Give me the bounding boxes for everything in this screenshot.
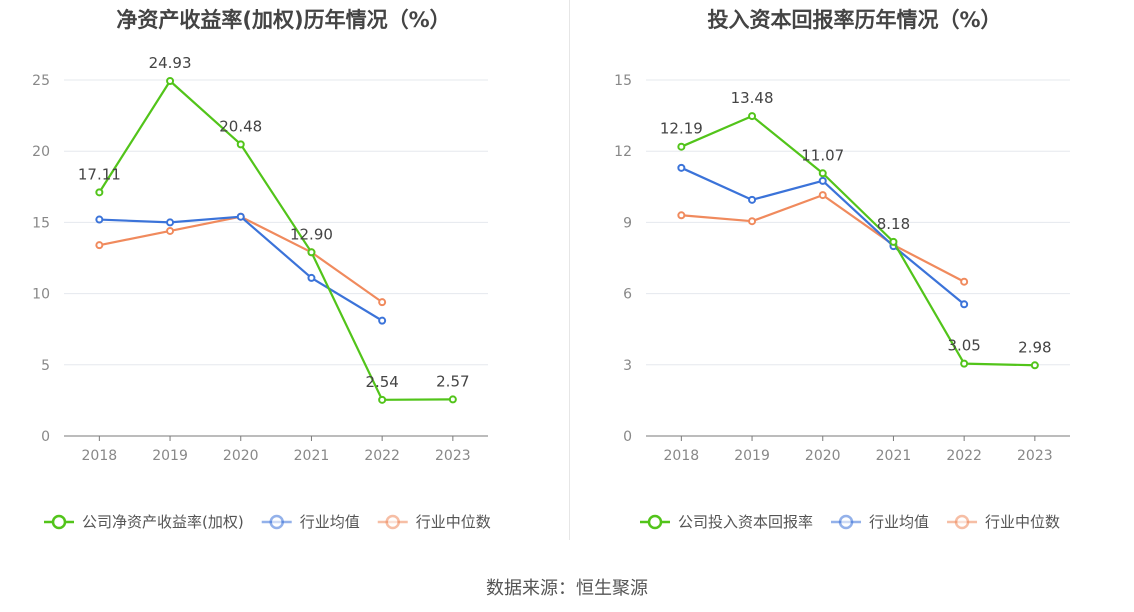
x-tick-label: 2021 bbox=[294, 448, 330, 464]
data-point bbox=[95, 188, 104, 197]
roic-line-chart: 0 3 6 9 12 15 2018 2019 2020 2021 2022 2023 12.19 13.… bbox=[614, 73, 1070, 531]
y-tick-label: 10 bbox=[32, 287, 50, 303]
data-label: 12.90 bbox=[290, 225, 333, 243]
y-tick-label: 6 bbox=[623, 287, 632, 303]
data-point bbox=[748, 195, 757, 204]
x-tick-label: 2022 bbox=[364, 448, 400, 464]
y-tick-label: 5 bbox=[41, 358, 50, 374]
legend-marker bbox=[385, 514, 400, 530]
x-tick-label: 2018 bbox=[82, 448, 118, 464]
data-point bbox=[378, 316, 387, 325]
data-point bbox=[166, 76, 175, 85]
legend-item: 行业中位数 bbox=[947, 513, 1060, 531]
y-tick-label: 3 bbox=[623, 358, 632, 374]
legend-item: 行业均值 bbox=[261, 513, 360, 531]
legend-marker bbox=[647, 514, 663, 530]
legend-item: 行业均值 bbox=[831, 513, 929, 531]
x-tick-label: 2019 bbox=[734, 448, 770, 464]
data-label: 2.57 bbox=[436, 372, 469, 390]
chart-title: 投入资本回报率历年情况（%） bbox=[707, 8, 1002, 32]
x-tick-label: 2021 bbox=[876, 448, 912, 464]
data-label: 2.54 bbox=[365, 373, 398, 391]
data-point bbox=[818, 191, 827, 200]
legend-marker bbox=[838, 514, 854, 530]
y-tick-label: 15 bbox=[32, 215, 50, 231]
data-label: 12.19 bbox=[660, 120, 703, 138]
data-point bbox=[960, 359, 969, 368]
data-point bbox=[378, 395, 387, 404]
data-point bbox=[166, 218, 175, 227]
data-point bbox=[677, 163, 686, 172]
x-tick-label: 2020 bbox=[805, 448, 841, 464]
series-line bbox=[99, 215, 383, 322]
roic-chart-panel: 投入资本回报率历年情况（%） 0 3 6 9 12 15 2018 2019 2020 2021 2… bbox=[575, 0, 1134, 545]
data-label: 20.48 bbox=[219, 117, 262, 135]
panel-divider bbox=[569, 0, 570, 540]
data-label: 3.05 bbox=[947, 337, 980, 355]
legend-item: 行业中位数 bbox=[377, 513, 491, 531]
legend-label: 行业中位数 bbox=[985, 513, 1060, 531]
roe-line-chart: 0 5 10 15 20 25 2018 2019 2020 2021 2022 2023 17.11 2… bbox=[32, 54, 491, 531]
x-tick-label: 2019 bbox=[152, 448, 188, 464]
data-point bbox=[236, 212, 245, 221]
y-tick-label: 9 bbox=[623, 215, 632, 231]
source-name: 恒生聚源 bbox=[576, 578, 648, 599]
legend-marker bbox=[51, 514, 67, 530]
data-point bbox=[307, 248, 316, 257]
legend-label: 公司净资产收益率(加权) bbox=[82, 513, 244, 531]
legend-item: 公司净资产收益率(加权) bbox=[44, 513, 244, 531]
series-line bbox=[98, 79, 453, 401]
legend-item: 公司投入资本回报率 bbox=[640, 513, 813, 531]
data-point bbox=[677, 211, 686, 220]
data-point bbox=[95, 241, 104, 250]
y-tick-label: 12 bbox=[614, 144, 632, 160]
data-point bbox=[95, 215, 104, 224]
legend-label: 行业均值 bbox=[300, 513, 360, 531]
legend-marker bbox=[269, 514, 284, 530]
data-point bbox=[1030, 361, 1039, 370]
data-point bbox=[960, 277, 969, 286]
y-tick-label: 0 bbox=[623, 429, 632, 445]
data-point bbox=[818, 169, 827, 178]
x-tick-label: 2018 bbox=[664, 448, 700, 464]
legend-marker bbox=[954, 514, 970, 530]
chart-title: 净资产收益率(加权)历年情况（%） bbox=[116, 8, 451, 32]
source-note: 数据来源：恒生聚源 bbox=[0, 574, 1134, 600]
legend-label: 公司投入资本回报率 bbox=[678, 513, 813, 531]
data-label: 2.98 bbox=[1018, 338, 1051, 356]
legend-label: 行业均值 bbox=[869, 513, 929, 531]
x-tick-label: 2022 bbox=[946, 448, 982, 464]
series-line bbox=[680, 166, 965, 306]
legend-label: 行业中位数 bbox=[416, 513, 491, 531]
x-tick-label: 2020 bbox=[223, 448, 259, 464]
data-point bbox=[677, 142, 686, 151]
data-label: 11.07 bbox=[801, 146, 844, 164]
data-point bbox=[960, 300, 969, 309]
data-point bbox=[748, 112, 757, 121]
data-point bbox=[378, 298, 387, 307]
x-tick-label: 2023 bbox=[435, 448, 471, 464]
data-point bbox=[166, 226, 175, 235]
data-point bbox=[818, 176, 827, 185]
data-point bbox=[448, 395, 457, 404]
data-label: 13.48 bbox=[731, 89, 774, 107]
x-tick-label: 2023 bbox=[1017, 448, 1053, 464]
data-label: 24.93 bbox=[149, 54, 192, 72]
series-line bbox=[99, 215, 383, 304]
data-point bbox=[889, 237, 898, 246]
data-label: 8.18 bbox=[877, 215, 910, 233]
data-label: 17.11 bbox=[78, 165, 121, 183]
data-point bbox=[307, 273, 316, 282]
y-tick-label: 15 bbox=[614, 73, 632, 89]
y-tick-label: 25 bbox=[32, 73, 50, 89]
data-point bbox=[748, 217, 757, 226]
data-point bbox=[236, 140, 245, 149]
y-tick-label: 20 bbox=[32, 144, 50, 160]
series-line bbox=[680, 114, 1035, 367]
y-tick-label: 0 bbox=[41, 429, 50, 445]
roe-chart-panel: 净资产收益率(加权)历年情况（%） 0 5 10 15 20 25 2018 2019 2020… bbox=[0, 0, 567, 545]
source-label: 数据来源： bbox=[486, 578, 576, 599]
